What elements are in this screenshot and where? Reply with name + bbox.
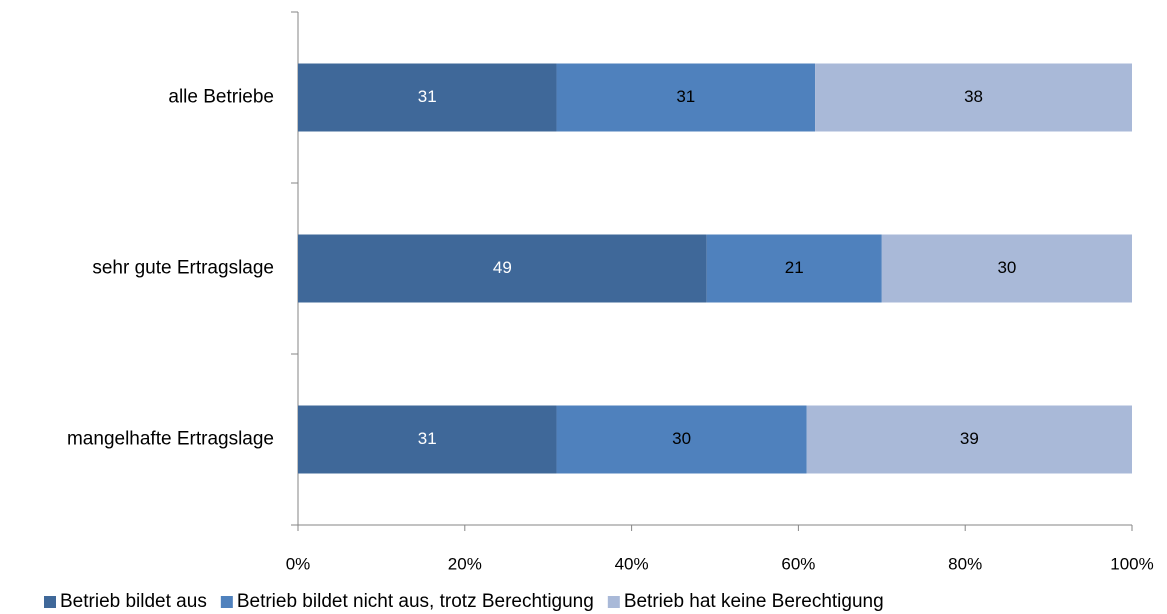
bar-segment	[806, 405, 1132, 474]
x-tick-label: 40%	[615, 554, 649, 573]
data-label: 38	[964, 87, 983, 106]
data-label: 30	[672, 429, 691, 448]
data-label: 30	[997, 258, 1016, 277]
x-tick-label: 60%	[781, 554, 815, 573]
bar-segment	[881, 234, 1132, 303]
x-tick-label: 80%	[948, 554, 982, 573]
data-label: 21	[785, 258, 804, 277]
bar-segment	[298, 63, 557, 132]
category-label: sehr gute Ertragslage	[92, 258, 274, 279]
category-label: mangelhafte Ertragslage	[67, 429, 274, 450]
bar-segment	[556, 63, 816, 132]
data-label: 31	[418, 429, 437, 448]
data-label: 31	[676, 87, 695, 106]
legend-swatch	[44, 596, 56, 608]
category-label: alle Betriebe	[168, 87, 274, 108]
legend-label: Betrieb bildet nicht aus, trotz Berechti…	[237, 591, 594, 612]
data-label: 49	[493, 258, 512, 277]
bar-segment	[298, 234, 707, 303]
bar-segment	[706, 234, 882, 303]
bar-segment	[556, 405, 807, 474]
data-label: 31	[418, 87, 437, 106]
legend-swatch	[607, 596, 620, 608]
x-tick-label: 100%	[1110, 554, 1153, 573]
x-tick-label: 0%	[286, 554, 311, 573]
legend-swatch	[220, 596, 233, 608]
bar-segment	[815, 63, 1132, 132]
data-label: 39	[960, 429, 979, 448]
bar-segment	[298, 405, 557, 474]
x-tick-label: 20%	[448, 554, 482, 573]
legend-label: Betrieb hat keine Berechtigung	[624, 591, 884, 612]
legend-label: Betrieb bildet aus	[60, 591, 207, 612]
